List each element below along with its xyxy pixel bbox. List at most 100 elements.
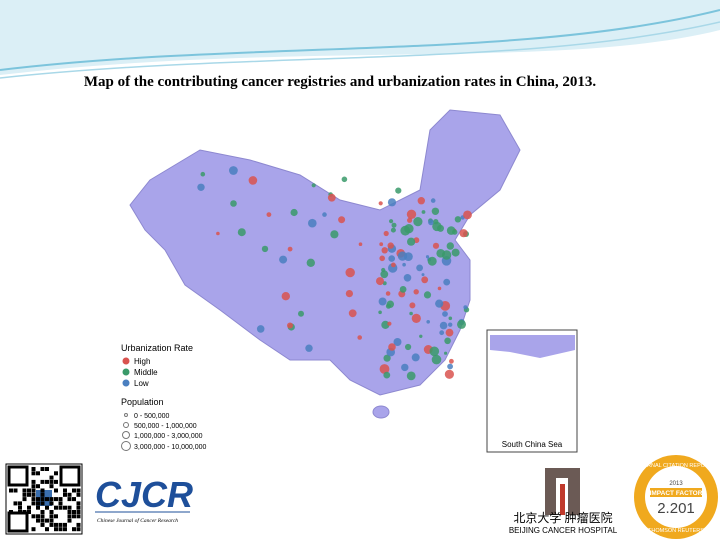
registry-dot [358,242,363,246]
registry-dot [444,337,451,345]
registry-dot [379,255,386,262]
hospital-name-en: BEIJING CANCER HOSPITAL [509,526,618,535]
registry-dot [449,358,454,364]
qr-module [67,510,72,514]
qr-module [31,467,36,471]
qr-module [76,501,81,506]
legend-item: 500,000 - 1,000,000 [134,423,197,430]
qr-module [31,527,36,532]
qr-module [45,505,49,510]
qr-module [58,527,63,532]
qr-module [36,501,40,506]
hainan [372,405,390,419]
qr-module [63,527,67,532]
badge-band [650,488,702,497]
registry-dot [378,201,383,206]
qr-module [58,501,63,506]
qr-module [9,488,13,493]
qr-module [36,514,40,519]
registry-dot [432,221,442,232]
qr-module [54,488,58,493]
registry-dot [406,371,416,381]
hospital-logo [560,484,565,515]
badge-arc-top: JOURNAL CITATION REPORTS [636,463,716,469]
registry-dot [395,187,402,194]
registry-dot [338,216,346,224]
registry-dot [401,363,409,372]
registry-dot [391,262,396,268]
qr-module [36,497,40,502]
size-swatch [122,431,130,439]
registry-dot [426,320,431,324]
registry-dot [433,219,439,225]
qr-module [18,505,22,510]
registry-dot [200,171,206,177]
registry-dot [406,209,417,219]
registry-dot [330,230,339,239]
slide-title: Map of the contributing cancer registrie… [84,74,597,90]
qr-module [22,488,27,493]
qr-module [13,501,18,506]
registry-dot [404,252,413,261]
hospital-logo [545,468,580,515]
registry-dot [405,343,412,351]
registry-dot [423,291,432,299]
registry-dot [416,264,423,272]
qr-module [22,510,27,514]
qr-module [76,492,81,497]
legend-item: 1,000,000 - 3,000,000 [134,433,203,440]
registry-dot [381,247,388,254]
registry-dot [248,176,258,185]
registry-dot [442,311,448,317]
qr-module [49,510,54,514]
qr-module [67,518,72,523]
qr-module [49,518,54,523]
qr-module [54,505,58,510]
qr-module [27,510,31,514]
qr-module [67,497,72,502]
qr-module [49,475,54,480]
registry-dot [216,231,220,236]
qr-module [54,514,58,519]
badge-label: IMPACT FACTOR [650,490,703,497]
registry-dot [407,217,413,223]
qr-module [45,518,49,523]
qr-module [45,527,49,532]
qr-module [27,492,31,497]
registry-dot [391,222,397,228]
registry-dot [448,316,453,321]
journal-logo: CJCR [95,474,193,515]
registry-dot [381,267,386,273]
legend-title: Population [121,397,164,407]
qr-module [40,518,45,523]
qr-module [58,505,63,510]
registry-dot [383,371,391,379]
registry-dot [327,193,336,202]
qr-module [54,471,58,476]
qr-module [45,497,49,502]
registry-dot [419,334,423,338]
qr-module [31,471,36,476]
qr-module [49,497,54,502]
swoosh-line [0,9,720,71]
qr-module [76,488,81,493]
registry-dot [432,242,440,249]
qr-module [36,484,40,489]
registry-dot [348,309,357,318]
qr-module [63,505,67,510]
qr-module [76,510,81,514]
qr-module [54,497,58,502]
registry-dot [428,219,434,226]
qr-module [31,492,36,497]
qr-module [63,488,67,493]
registry-dot [311,183,316,188]
registry-dot [378,297,387,306]
qr-module [63,492,67,497]
registry-dot [454,216,462,223]
registry-dot [417,197,425,205]
registry-dot [379,242,384,247]
registry-dot [230,200,237,207]
registry-dot [421,210,426,214]
qr-module [40,514,45,519]
